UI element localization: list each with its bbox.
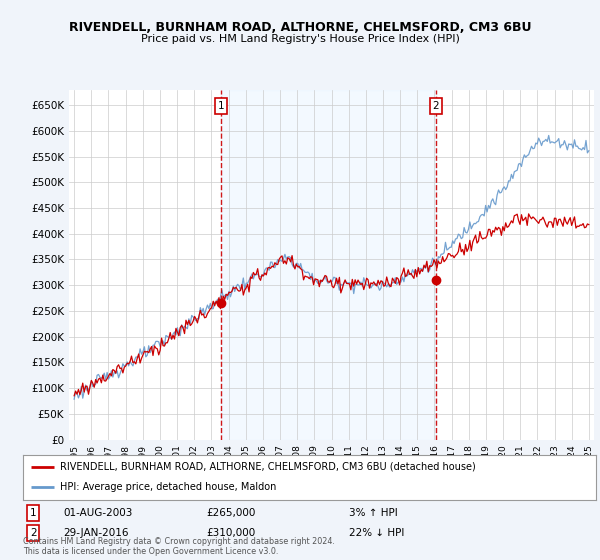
Text: 3% ↑ HPI: 3% ↑ HPI bbox=[349, 508, 398, 518]
Bar bbox=[221, 90, 436, 440]
Text: 22% ↓ HPI: 22% ↓ HPI bbox=[349, 528, 405, 538]
Text: Contains HM Land Registry data © Crown copyright and database right 2024.
This d: Contains HM Land Registry data © Crown c… bbox=[23, 536, 335, 556]
Text: 1: 1 bbox=[30, 508, 37, 518]
Text: Price paid vs. HM Land Registry's House Price Index (HPI): Price paid vs. HM Land Registry's House … bbox=[140, 34, 460, 44]
Text: 2: 2 bbox=[30, 528, 37, 538]
Text: 2: 2 bbox=[433, 101, 439, 111]
Text: 29-JAN-2016: 29-JAN-2016 bbox=[63, 528, 128, 538]
Text: RIVENDELL, BURNHAM ROAD, ALTHORNE, CHELMSFORD, CM3 6BU (detached house): RIVENDELL, BURNHAM ROAD, ALTHORNE, CHELM… bbox=[60, 462, 476, 472]
Text: 01-AUG-2003: 01-AUG-2003 bbox=[63, 508, 132, 518]
Text: £310,000: £310,000 bbox=[206, 528, 256, 538]
Text: £265,000: £265,000 bbox=[206, 508, 256, 518]
Text: 1: 1 bbox=[218, 101, 224, 111]
Text: RIVENDELL, BURNHAM ROAD, ALTHORNE, CHELMSFORD, CM3 6BU: RIVENDELL, BURNHAM ROAD, ALTHORNE, CHELM… bbox=[69, 21, 531, 34]
Text: HPI: Average price, detached house, Maldon: HPI: Average price, detached house, Mald… bbox=[60, 482, 277, 492]
